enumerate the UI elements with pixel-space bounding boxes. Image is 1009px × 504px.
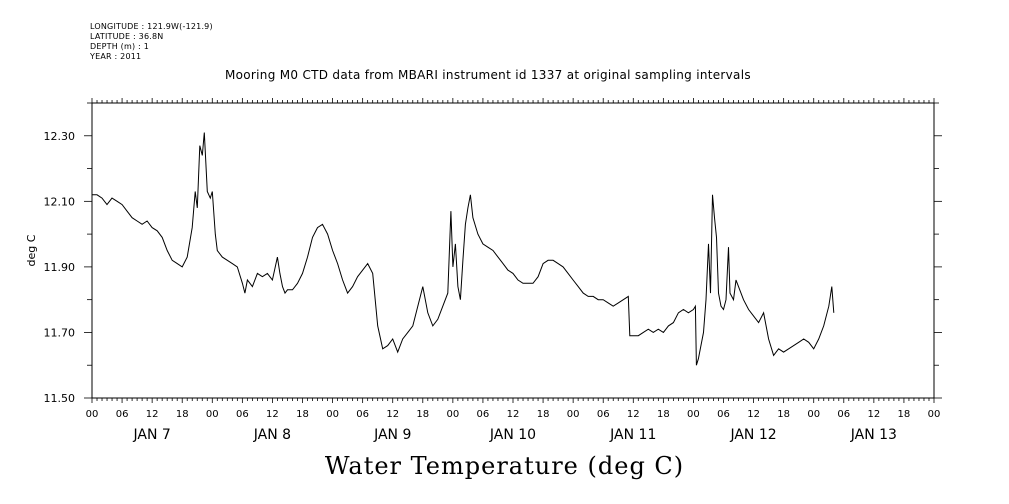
x-hour-tick-label: 06 (837, 409, 850, 420)
x-hour-tick-label: 18 (296, 409, 309, 420)
x-hour-tick-label: 06 (356, 409, 369, 420)
x-hour-tick-label: 06 (116, 409, 129, 420)
x-day-label: JAN 8 (253, 427, 291, 443)
chart-title: Mooring M0 CTD data from MBARI instrumen… (225, 68, 751, 82)
x-day-label: JAN 12 (729, 427, 776, 443)
x-hour-tick-label: 12 (266, 409, 279, 420)
x-hour-tick-label: 06 (477, 409, 490, 420)
x-hour-tick-label: 12 (627, 409, 640, 420)
x-hour-tick-label: 06 (597, 409, 610, 420)
x-day-label: JAN 7 (132, 427, 170, 443)
y-tick-label: 12.30 (44, 130, 76, 143)
x-hour-tick-label: 18 (416, 409, 429, 420)
x-hour-tick-label: 12 (867, 409, 880, 420)
x-hour-tick-label: 00 (86, 409, 99, 420)
year-label: YEAR : 2011 (90, 52, 142, 61)
axis-ticks (84, 98, 942, 403)
x-hour-tick-label: 00 (326, 409, 339, 420)
location-metadata: LONGITUDE : 121.9W(-121.9) LATITUDE : 36… (90, 22, 213, 62)
x-hour-tick-label: 00 (567, 409, 580, 420)
x-hour-tick-label: 00 (446, 409, 459, 420)
x-hour-tick-label: 06 (717, 409, 730, 420)
x-hour-tick-label: 18 (898, 409, 911, 420)
x-hour-tick-label: 18 (537, 409, 550, 420)
x-hour-tick-label: 00 (206, 409, 219, 420)
x-hour-tick-label: 00 (928, 409, 941, 420)
x-day-label: JAN 10 (489, 427, 536, 443)
x-hour-tick-label: 00 (807, 409, 820, 420)
x-day-label: JAN 13 (850, 427, 897, 443)
series-layer (92, 132, 835, 366)
y-tick-label: 12.10 (44, 195, 76, 208)
x-hour-tick-label: 12 (747, 409, 760, 420)
y-tick-label: 11.70 (44, 326, 76, 339)
footer-title: Water Temperature (deg C) (324, 452, 685, 480)
x-hour-tick-label: 00 (687, 409, 700, 420)
longitude-label: LONGITUDE : 121.9W(-121.9) (90, 22, 213, 31)
plot-frame (91, 102, 935, 399)
x-hour-tick-label: 18 (777, 409, 790, 420)
chart-axes (91, 102, 935, 399)
series-line (92, 132, 835, 366)
x-hour-tick-label: 12 (507, 409, 520, 420)
depth-label: DEPTH (m) : 1 (90, 42, 149, 51)
x-hour-tick-label: 18 (176, 409, 189, 420)
x-day-label: JAN 9 (373, 427, 411, 443)
y-tick-label: 11.50 (44, 392, 76, 405)
x-hour-tick-label: 18 (657, 409, 670, 420)
x-day-label: JAN 11 (609, 427, 656, 443)
latitude-label: LATITUDE : 36.8N (90, 32, 164, 41)
x-hour-tick-label: 06 (236, 409, 249, 420)
axis-labels: 00 06 12 18 00 06 12 18 00 06 12 18 00 06 12 18 00 06 12 18… (25, 130, 940, 443)
y-tick-label: 11.90 (44, 261, 76, 274)
x-hour-tick-label: 12 (386, 409, 399, 420)
y-axis-label: deg C (25, 234, 38, 266)
x-hour-tick-label: 12 (146, 409, 159, 420)
